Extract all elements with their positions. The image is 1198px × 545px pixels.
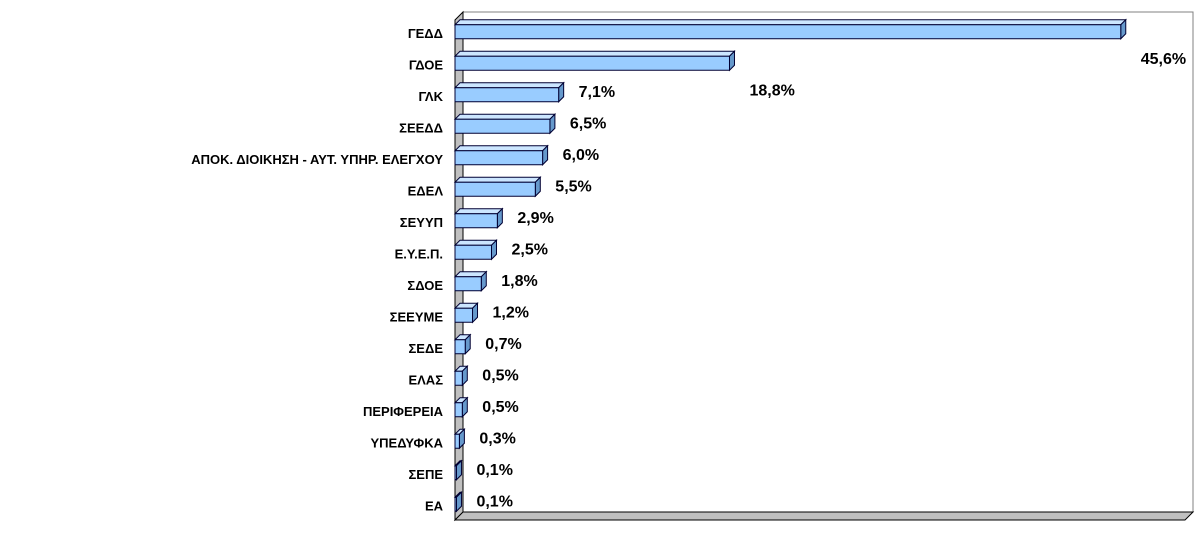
y-tick-label: ΓΔΟΕ bbox=[409, 58, 444, 73]
data-label: 1,8% bbox=[501, 273, 537, 290]
bar bbox=[454, 150, 544, 166]
bar-top bbox=[453, 113, 557, 120]
bar-top bbox=[453, 145, 549, 152]
y-tick-label: ΣΕΥΥΠ bbox=[400, 215, 443, 230]
bar-top bbox=[453, 208, 504, 215]
bar bbox=[454, 433, 460, 449]
y-tick-label: ΓΕΔΔ bbox=[408, 26, 443, 41]
bar bbox=[454, 339, 466, 355]
bar bbox=[454, 87, 560, 103]
y-tick-label: ΣΕΕΥΜΕ bbox=[390, 310, 444, 325]
data-label: 2,5% bbox=[512, 241, 548, 258]
bar bbox=[454, 55, 730, 71]
data-label: 0,1% bbox=[476, 462, 512, 479]
y-tick-label: ΕΔΕΛ bbox=[408, 184, 444, 199]
y-tick-label: ΥΠΕΔΥΦΚΑ bbox=[370, 436, 443, 451]
floor bbox=[453, 511, 1195, 521]
bar bbox=[454, 181, 536, 197]
bar-top bbox=[453, 19, 1127, 26]
y-tick-label: ΠΕΡΙΦΕΡΕΙΑ bbox=[363, 404, 444, 419]
data-label: 7,1% bbox=[579, 84, 615, 101]
bar-top bbox=[453, 50, 736, 57]
data-label: 2,9% bbox=[517, 210, 553, 227]
bar-top bbox=[453, 176, 542, 183]
data-label: 6,5% bbox=[570, 115, 606, 132]
y-tick-label: Ε.Υ.Ε.Π. bbox=[395, 247, 443, 262]
data-label: 0,5% bbox=[482, 399, 518, 416]
bar-top bbox=[453, 239, 498, 246]
bar bbox=[454, 244, 492, 260]
bar bbox=[454, 276, 482, 292]
y-tick-label: ΣΕΔΕ bbox=[409, 341, 444, 356]
y-tick-label: ΣΕΠΕ bbox=[408, 467, 443, 482]
back-wall bbox=[462, 11, 1194, 513]
data-label: 6,0% bbox=[563, 147, 599, 164]
bar bbox=[454, 496, 457, 512]
y-tick-label: ΣΕΕΔΔ bbox=[399, 121, 443, 136]
data-label: 0,1% bbox=[476, 493, 512, 510]
bar bbox=[454, 24, 1122, 40]
bar bbox=[454, 213, 498, 229]
y-tick-label: ΑΠΟΚ. ΔΙΟΙΚΗΣΗ - ΑΥΤ. ΥΠΗΡ. ΕΛΕΓΧΟΥ bbox=[191, 152, 443, 167]
data-label: 18,8% bbox=[749, 82, 794, 99]
bar bbox=[454, 118, 551, 134]
bar bbox=[454, 465, 457, 481]
data-label: 0,5% bbox=[482, 367, 518, 384]
y-tick-label: ΕΑ bbox=[425, 499, 444, 514]
y-tick-label: ΓΛΚ bbox=[419, 89, 444, 104]
y-tick-label: ΕΛΑΣ bbox=[408, 373, 443, 388]
bar bbox=[454, 370, 463, 386]
data-label: 0,3% bbox=[479, 430, 515, 447]
data-label: 1,2% bbox=[493, 304, 529, 321]
data-label: 0,7% bbox=[485, 336, 521, 353]
bar bbox=[454, 307, 474, 323]
data-label: 45,6% bbox=[1141, 51, 1186, 68]
data-label: 5,5% bbox=[555, 178, 591, 195]
y-tick-label: ΣΔΟΕ bbox=[407, 278, 443, 293]
bar-top bbox=[453, 82, 565, 89]
bar bbox=[454, 402, 463, 418]
